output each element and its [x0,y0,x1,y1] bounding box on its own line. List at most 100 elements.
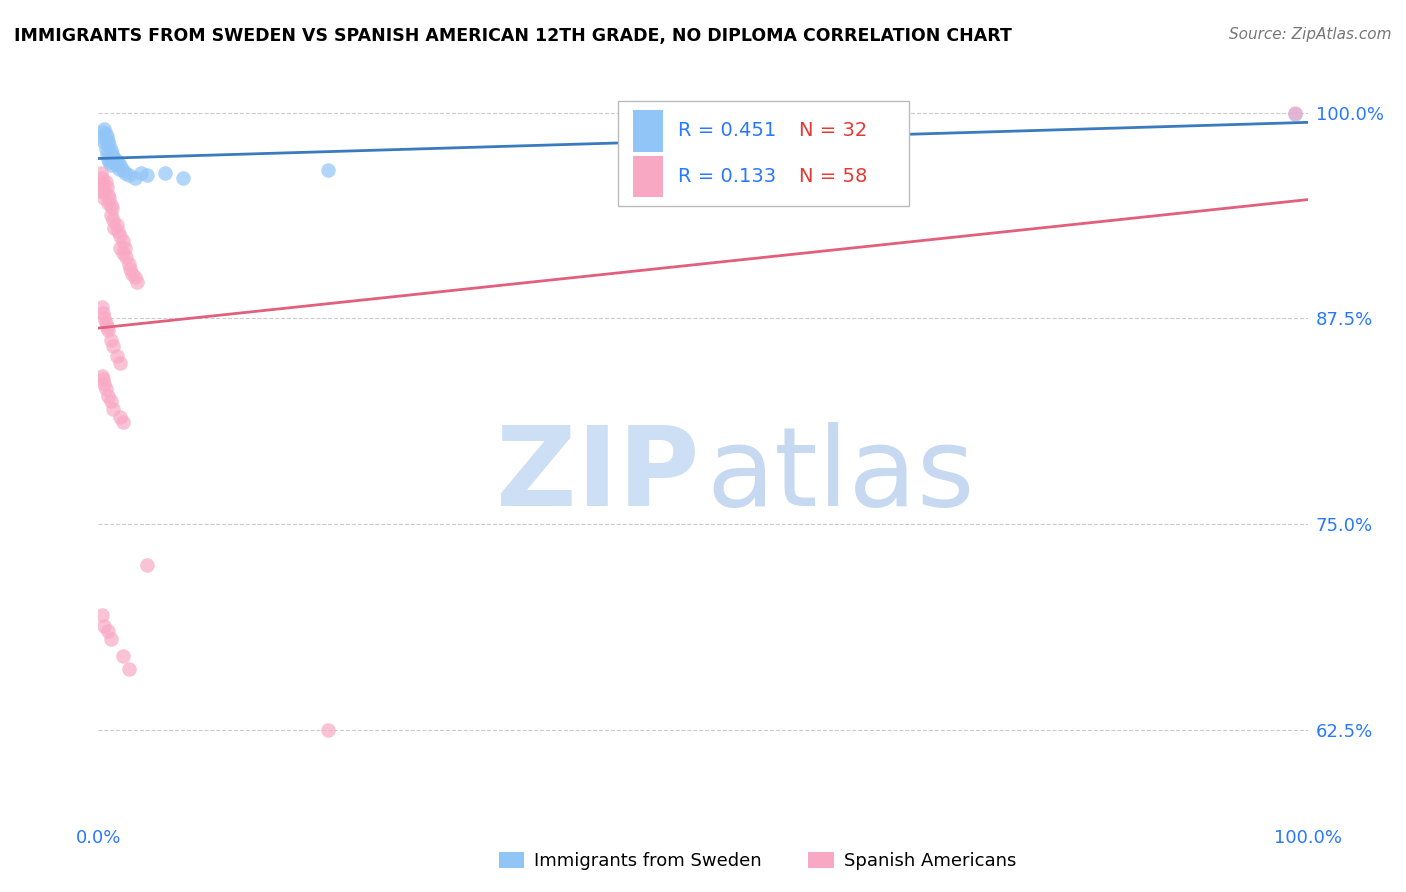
Point [129,166,152,180]
Point [93,135,115,149]
Point [93,183,115,197]
Text: R = 0.133: R = 0.133 [678,167,776,186]
Point [93,122,115,136]
Point [97,624,120,639]
Point [94,316,117,330]
Text: N = 58: N = 58 [799,167,868,186]
Point [135,168,157,182]
Point [103,155,125,169]
Point [114,241,136,255]
Point [108,410,131,425]
Point [111,234,134,248]
Point [108,356,131,370]
Text: N = 32: N = 32 [799,121,866,140]
Point [108,241,131,255]
Point [101,339,124,353]
Point [124,171,146,186]
Point [111,245,134,260]
Point [91,372,114,386]
Point [104,152,127,166]
Point [100,158,122,172]
Point [94,142,117,156]
Point [97,323,120,337]
Point [114,166,136,180]
Point [111,648,134,663]
Text: Immigrants from Sweden: Immigrants from Sweden [534,852,762,870]
Point [105,218,128,232]
Point [100,146,122,161]
Point [97,152,120,166]
Point [100,201,122,215]
Point [91,185,114,199]
Point [91,177,114,191]
Point [96,146,118,161]
Point [107,155,129,169]
Point [94,382,117,396]
Point [91,300,114,314]
Point [98,155,121,169]
Point [93,377,115,392]
Point [90,166,112,180]
Point [91,125,114,139]
Point [103,220,125,235]
Point [316,723,339,737]
Point [111,163,134,178]
Point [93,619,115,633]
Point [1284,105,1306,120]
Point [98,138,121,153]
Point [97,389,120,403]
Text: atlas: atlas [707,423,976,530]
Point [108,158,131,172]
Point [118,262,141,277]
Point [107,224,129,238]
Bar [633,156,664,197]
Point [1284,107,1306,121]
Point [100,144,122,158]
Point [96,319,118,334]
Point [98,191,121,205]
Point [118,257,141,271]
Point [100,198,122,212]
Point [96,130,118,145]
Bar [633,111,664,152]
Point [172,171,194,186]
Point [100,393,122,408]
Point [100,333,122,347]
Point [105,349,128,363]
Point [91,369,114,384]
Point [91,179,114,194]
Point [135,558,157,573]
Point [153,166,176,180]
Point [91,306,114,320]
Point [100,208,122,222]
Text: R = 0.451: R = 0.451 [678,121,776,140]
Point [127,275,149,289]
Point [316,163,339,178]
Point [101,150,124,164]
Point [124,270,146,285]
Point [121,267,143,281]
Point [100,632,122,647]
Text: Spanish Americans: Spanish Americans [844,852,1017,870]
Point [94,127,117,141]
Text: IMMIGRANTS FROM SWEDEN VS SPANISH AMERICAN 12TH GRADE, NO DIPLOMA CORRELATION CH: IMMIGRANTS FROM SWEDEN VS SPANISH AMERIC… [14,27,1012,45]
Point [91,130,114,145]
Point [105,158,128,172]
Point [97,134,120,148]
Point [97,196,120,211]
Point [91,171,114,186]
Point [101,401,124,416]
Point [91,607,114,622]
Point [118,168,141,182]
Point [108,229,131,244]
Text: ZIP: ZIP [496,423,699,530]
Text: Source: ZipAtlas.com: Source: ZipAtlas.com [1229,27,1392,42]
Point [111,415,134,429]
Point [101,212,124,227]
Point [97,187,120,202]
Point [93,311,115,326]
Point [118,662,141,676]
Point [96,179,118,194]
FancyBboxPatch shape [619,102,908,206]
Point [93,191,115,205]
